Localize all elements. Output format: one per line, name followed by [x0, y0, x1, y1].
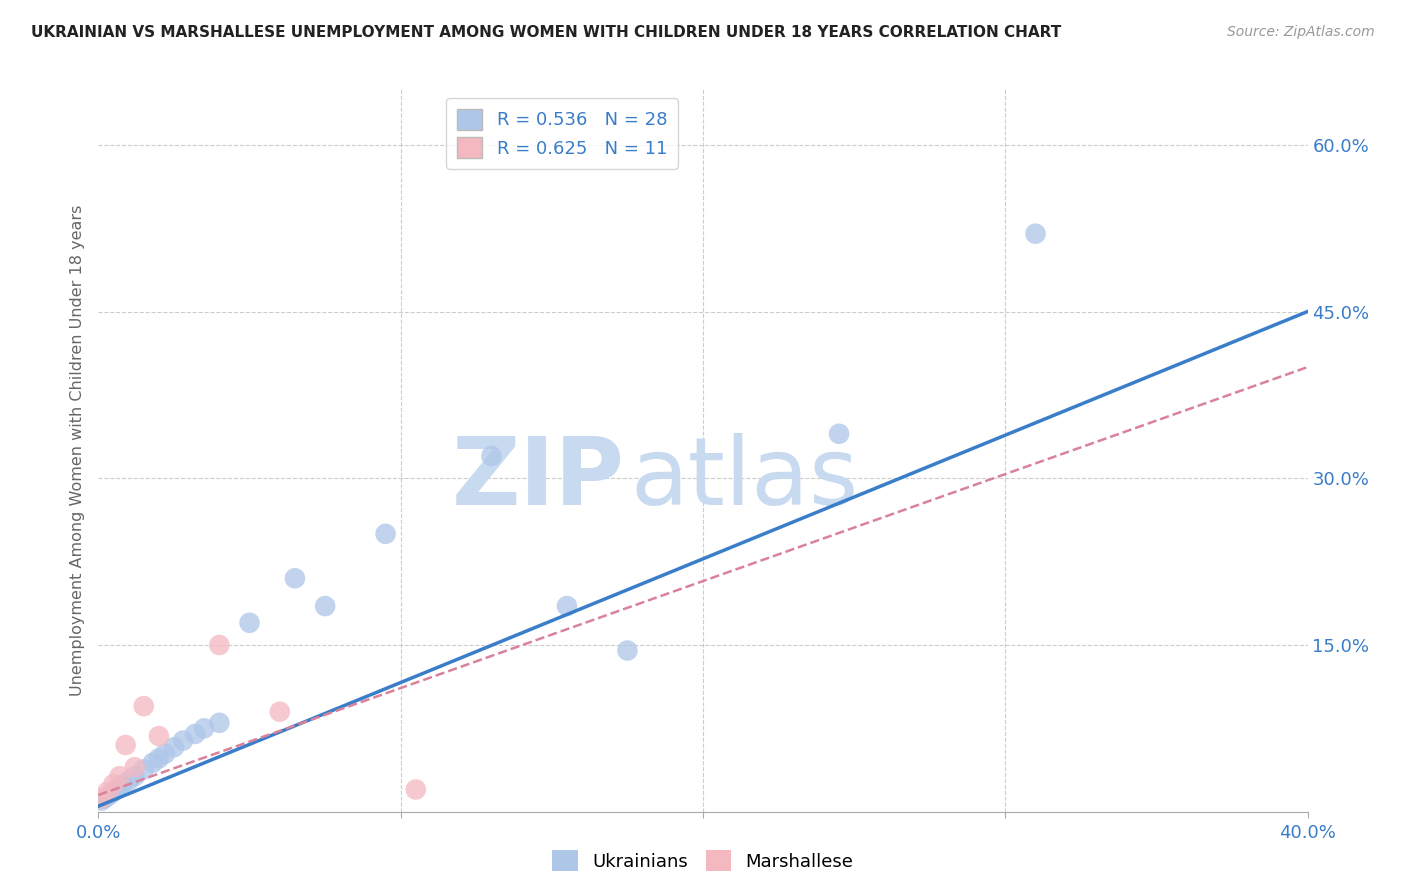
Point — [269, 705, 291, 719]
Point — [96, 789, 118, 804]
Point — [616, 643, 638, 657]
Point — [555, 599, 578, 613]
Point — [481, 449, 503, 463]
Legend: R = 0.536   N = 28, R = 0.625   N = 11: R = 0.536 N = 28, R = 0.625 N = 11 — [446, 98, 678, 169]
Point — [108, 780, 131, 795]
Point — [124, 769, 146, 783]
Point — [111, 778, 134, 792]
Y-axis label: Unemployment Among Women with Children Under 18 years: Unemployment Among Women with Children U… — [69, 205, 84, 696]
Point — [90, 794, 112, 808]
Point — [314, 599, 336, 613]
Point — [184, 727, 207, 741]
Point — [108, 769, 131, 783]
Point — [132, 763, 155, 777]
Point — [105, 782, 128, 797]
Point — [132, 699, 155, 714]
Point — [172, 733, 194, 747]
Point — [118, 773, 141, 788]
Text: atlas: atlas — [630, 434, 859, 525]
Point — [163, 740, 186, 755]
Point — [208, 715, 231, 730]
Point — [100, 787, 122, 801]
Point — [142, 756, 165, 770]
Point — [114, 738, 136, 752]
Text: Source: ZipAtlas.com: Source: ZipAtlas.com — [1227, 25, 1375, 39]
Point — [148, 729, 170, 743]
Point — [90, 791, 112, 805]
Point — [153, 747, 176, 761]
Text: ZIP: ZIP — [451, 434, 624, 525]
Point — [405, 782, 427, 797]
Point — [239, 615, 262, 630]
Point — [1024, 227, 1046, 241]
Point — [93, 791, 115, 805]
Point — [124, 760, 146, 774]
Point — [828, 426, 851, 441]
Point — [193, 722, 215, 736]
Point — [103, 777, 125, 791]
Point — [103, 785, 125, 799]
Point — [208, 638, 231, 652]
Point — [148, 751, 170, 765]
Text: UKRAINIAN VS MARSHALLESE UNEMPLOYMENT AMONG WOMEN WITH CHILDREN UNDER 18 YEARS C: UKRAINIAN VS MARSHALLESE UNEMPLOYMENT AM… — [31, 25, 1062, 40]
Point — [374, 526, 396, 541]
Point — [284, 571, 307, 585]
Point — [96, 785, 118, 799]
Legend: Ukrainians, Marshallese: Ukrainians, Marshallese — [546, 843, 860, 879]
